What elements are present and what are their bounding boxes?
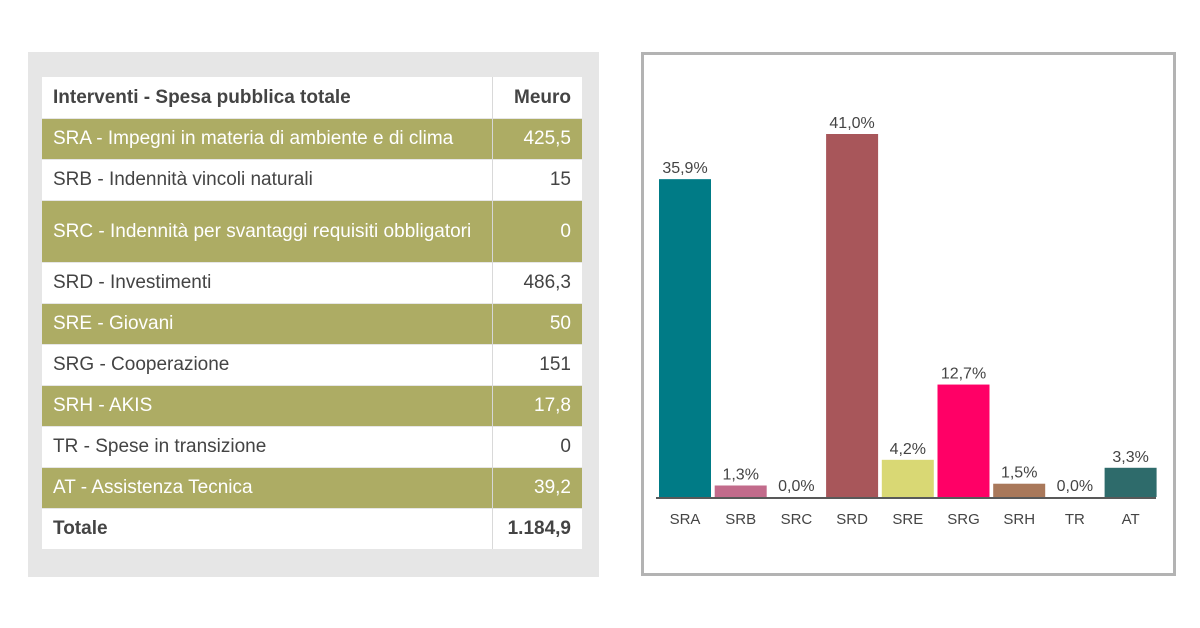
data-label-srh: 1,5% — [1001, 465, 1037, 482]
row-value: 39,2 — [491, 466, 582, 508]
bar-chart: 35,9% SRA 1,3% SRB 0,0% SRC 41,0% SRD 4,2% SRE 12,… — [656, 115, 1157, 528]
tick-label-src: SRC — [781, 511, 813, 528]
bar-at — [1104, 467, 1157, 497]
row-label: SRH - AKIS — [42, 384, 492, 426]
data-label-srb: 1,3% — [722, 466, 758, 483]
row-value: 50 — [491, 302, 582, 344]
total-label: Totale — [42, 507, 492, 549]
tick-label-srb: SRB — [725, 511, 756, 528]
data-label-src: 0,0% — [778, 478, 814, 495]
table-row: SRC - Indennità per svantaggi requisiti … — [42, 199, 582, 262]
row-label: SRA - Impegni in materia di ambiente e d… — [42, 117, 492, 159]
row-label: AT - Assistenza Tecnica — [42, 466, 492, 508]
table-row: SRG - Cooperazione 151 — [42, 343, 582, 385]
table-row: AT - Assistenza Tecnica 39,2 — [42, 466, 582, 508]
row-value: 425,5 — [491, 117, 582, 159]
row-value: 151 — [491, 343, 582, 385]
row-label: SRE - Giovani — [42, 302, 492, 344]
header-label: Interventi - Spesa pubblica totale — [42, 77, 492, 118]
data-label-srg: 12,7% — [941, 366, 986, 383]
bar-srd — [826, 134, 879, 497]
row-label: SRG - Cooperazione — [42, 343, 492, 385]
tick-label-srh: SRH — [1003, 511, 1035, 528]
tick-label-tr: TR — [1065, 511, 1085, 528]
table-row: SRD - Investimenti 486,3 — [42, 261, 582, 303]
table-row: SRB - Indennità vincoli naturali 15 — [42, 158, 582, 200]
row-value: 0 — [491, 425, 582, 467]
bar-srh — [993, 483, 1046, 497]
row-value: 486,3 — [491, 261, 582, 303]
table-header-row: Interventi - Spesa pubblica totale Meuro — [42, 77, 582, 118]
tick-label-srd: SRD — [836, 511, 868, 528]
table-row: TR - Spese in transizione 0 — [42, 425, 582, 467]
data-label-at: 3,3% — [1112, 449, 1148, 466]
row-label: SRB - Indennità vincoli naturali — [42, 158, 492, 200]
data-label-sre: 4,2% — [890, 441, 926, 458]
tick-label-at: AT — [1122, 511, 1140, 528]
data-label-tr: 0,0% — [1057, 478, 1093, 495]
tick-label-sre: SRE — [892, 511, 923, 528]
row-value: 17,8 — [491, 384, 582, 426]
row-label: SRD - Investimenti — [42, 261, 492, 303]
total-row: Totale 1.184,9 — [42, 507, 582, 549]
total-value: 1.184,9 — [491, 507, 582, 549]
row-label: TR - Spese in transizione — [42, 425, 492, 467]
table-row: SRE - Giovani 50 — [42, 302, 582, 344]
table-row: SRA - Impegni in materia di ambiente e d… — [42, 117, 582, 159]
bar-sra — [659, 179, 711, 497]
tick-label-srg: SRG — [947, 511, 980, 528]
header-unit: Meuro — [491, 77, 582, 118]
bar-srg — [937, 384, 990, 497]
table-panel: Interventi - Spesa pubblica totale Meuro… — [28, 52, 599, 577]
table-row: SRH - AKIS 17,8 — [42, 384, 582, 426]
bar-srb — [714, 485, 767, 497]
row-value: 0 — [491, 199, 582, 262]
data-label-srd: 41,0% — [829, 115, 874, 132]
row-label: SRC - Indennità per svantaggi requisiti … — [42, 199, 492, 262]
spending-table: Interventi - Spesa pubblica totale Meuro… — [42, 77, 582, 549]
chart-panel: 35,9% SRA 1,3% SRB 0,0% SRC 41,0% SRD 4,2% SRE 12,… — [641, 52, 1176, 576]
tick-label-sra: SRA — [670, 511, 701, 528]
bar-sre — [881, 459, 934, 497]
data-label-sra: 35,9% — [662, 160, 707, 177]
row-value: 15 — [491, 158, 582, 200]
